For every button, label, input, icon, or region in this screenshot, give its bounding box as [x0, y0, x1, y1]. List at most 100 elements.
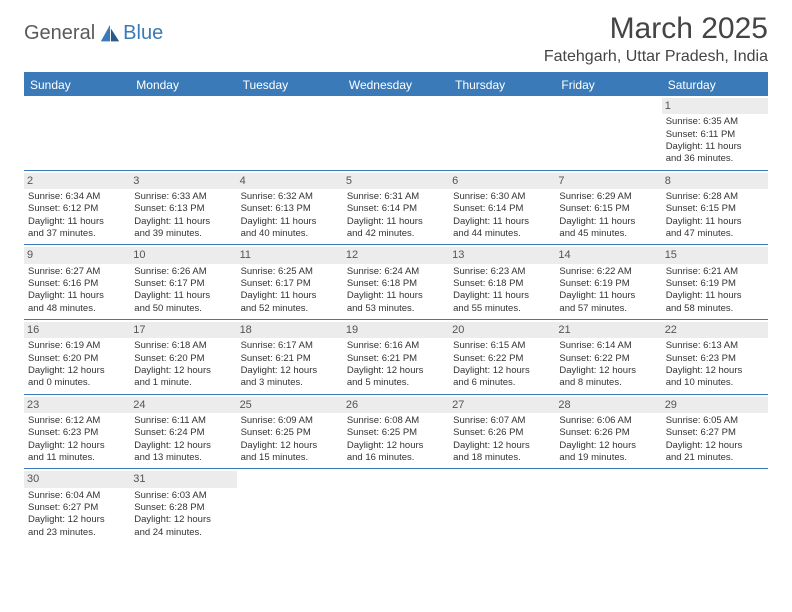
calendar-cell: 4Sunrise: 6:32 AMSunset: 6:13 PMDaylight…: [237, 170, 343, 245]
sunrise-text: Sunrise: 6:24 AM: [347, 266, 445, 278]
daylight-text: Daylight: 11 hours: [28, 290, 126, 302]
day-number: 5: [343, 173, 449, 189]
calendar-cell: 6Sunrise: 6:30 AMSunset: 6:14 PMDaylight…: [449, 170, 555, 245]
sunrise-text: Sunrise: 6:33 AM: [134, 191, 232, 203]
day-number: 11: [237, 247, 343, 263]
sunset-text: Sunset: 6:17 PM: [241, 278, 339, 290]
weekday-header-row: Sunday Monday Tuesday Wednesday Thursday…: [24, 74, 768, 96]
calendar-cell: 29Sunrise: 6:05 AMSunset: 6:27 PMDayligh…: [662, 394, 768, 469]
daylight-text: and 45 minutes.: [559, 228, 657, 240]
daylight-text: Daylight: 12 hours: [559, 365, 657, 377]
daylight-text: and 5 minutes.: [347, 377, 445, 389]
weekday-header: Thursday: [449, 74, 555, 96]
sunset-text: Sunset: 6:18 PM: [453, 278, 551, 290]
daylight-text: and 16 minutes.: [347, 452, 445, 464]
sunset-text: Sunset: 6:27 PM: [28, 502, 126, 514]
sunset-text: Sunset: 6:21 PM: [241, 353, 339, 365]
sunset-text: Sunset: 6:25 PM: [241, 427, 339, 439]
daylight-text: Daylight: 11 hours: [453, 290, 551, 302]
sunrise-text: Sunrise: 6:34 AM: [28, 191, 126, 203]
daylight-text: and 39 minutes.: [134, 228, 232, 240]
sunrise-text: Sunrise: 6:08 AM: [347, 415, 445, 427]
daylight-text: and 8 minutes.: [559, 377, 657, 389]
daylight-text: Daylight: 12 hours: [241, 440, 339, 452]
sunrise-text: Sunrise: 6:09 AM: [241, 415, 339, 427]
daylight-text: Daylight: 11 hours: [666, 141, 764, 153]
sunset-text: Sunset: 6:19 PM: [666, 278, 764, 290]
calendar-cell: [449, 96, 555, 170]
logo-text-blue: Blue: [123, 22, 163, 45]
calendar-cell: 28Sunrise: 6:06 AMSunset: 6:26 PMDayligh…: [555, 394, 661, 469]
sunrise-text: Sunrise: 6:06 AM: [559, 415, 657, 427]
sunrise-text: Sunrise: 6:18 AM: [134, 340, 232, 352]
weekday-header: Saturday: [662, 74, 768, 96]
sunset-text: Sunset: 6:13 PM: [241, 203, 339, 215]
day-number: 7: [555, 173, 661, 189]
calendar-cell: [237, 469, 343, 543]
daylight-text: Daylight: 12 hours: [453, 440, 551, 452]
daylight-text: and 36 minutes.: [666, 153, 764, 165]
calendar-cell: 10 Sunrise: 6:26 AMSunset: 6:17 PMDayligh…: [130, 245, 236, 320]
calendar-cell: [343, 96, 449, 170]
day-number: 20: [449, 322, 555, 338]
daylight-text: Daylight: 11 hours: [347, 290, 445, 302]
calendar-row: 16Sunrise: 6:19 AMSunset: 6:20 PMDayligh…: [24, 320, 768, 395]
calendar-cell: 24Sunrise: 6:11 AMSunset: 6:24 PMDayligh…: [130, 394, 236, 469]
day-number: 15: [662, 247, 768, 263]
header: General Blue March 2025 Fatehgarh, Uttar…: [24, 12, 768, 66]
logo: General Blue: [24, 22, 163, 45]
sunset-text: Sunset: 6:16 PM: [28, 278, 126, 290]
sunrise-text: Sunrise: 6:11 AM: [134, 415, 232, 427]
sunrise-text: Sunrise: 6:32 AM: [241, 191, 339, 203]
sunrise-text: Sunrise: 6:25 AM: [241, 266, 339, 278]
daylight-text: and 3 minutes.: [241, 377, 339, 389]
daylight-text: and 18 minutes.: [453, 452, 551, 464]
calendar-cell: [130, 96, 236, 170]
calendar-cell: 15Sunrise: 6:21 AMSunset: 6:19 PMDayligh…: [662, 245, 768, 320]
sunrise-text: Sunrise: 6:26 AM: [134, 266, 232, 278]
sunset-text: Sunset: 6:15 PM: [666, 203, 764, 215]
day-number: 30: [24, 471, 130, 487]
daylight-text: Daylight: 11 hours: [241, 290, 339, 302]
calendar-cell: 11 Sunrise: 6:25 AMSunset: 6:17 PMDayligh…: [237, 245, 343, 320]
sunrise-text: Sunrise: 6:21 AM: [666, 266, 764, 278]
daylight-text: and 0 minutes.: [28, 377, 126, 389]
daylight-text: Daylight: 12 hours: [134, 514, 232, 526]
day-number: 2: [24, 173, 130, 189]
sunset-text: Sunset: 6:25 PM: [347, 427, 445, 439]
day-number: 9: [24, 247, 130, 263]
calendar-cell: 25Sunrise: 6:09 AMSunset: 6:25 PMDayligh…: [237, 394, 343, 469]
daylight-text: Daylight: 12 hours: [347, 365, 445, 377]
sunset-text: Sunset: 6:28 PM: [134, 502, 232, 514]
daylight-text: Daylight: 11 hours: [134, 216, 232, 228]
daylight-text: and 1 minute.: [134, 377, 232, 389]
daylight-text: and 58 minutes.: [666, 303, 764, 315]
daylight-text: Daylight: 12 hours: [241, 365, 339, 377]
weekday-header: Monday: [130, 74, 236, 96]
daylight-text: Daylight: 11 hours: [134, 290, 232, 302]
sunrise-text: Sunrise: 6:22 AM: [559, 266, 657, 278]
daylight-text: Daylight: 11 hours: [28, 216, 126, 228]
sunset-text: Sunset: 6:17 PM: [134, 278, 232, 290]
calendar-row: 30Sunrise: 6:04 AMSunset: 6:27 PMDayligh…: [24, 469, 768, 543]
daylight-text: and 55 minutes.: [453, 303, 551, 315]
location: Fatehgarh, Uttar Pradesh, India: [544, 48, 768, 66]
title-block: March 2025 Fatehgarh, Uttar Pradesh, Ind…: [544, 12, 768, 66]
daylight-text: and 47 minutes.: [666, 228, 764, 240]
sunrise-text: Sunrise: 6:28 AM: [666, 191, 764, 203]
day-number: 10: [130, 247, 236, 263]
calendar-cell: [343, 469, 449, 543]
day-number: 12: [343, 247, 449, 263]
sunrise-text: Sunrise: 6:13 AM: [666, 340, 764, 352]
daylight-text: and 37 minutes.: [28, 228, 126, 240]
daylight-text: Daylight: 12 hours: [28, 514, 126, 526]
day-number: 29: [662, 397, 768, 413]
calendar-cell: 26Sunrise: 6:08 AMSunset: 6:25 PMDayligh…: [343, 394, 449, 469]
day-number: 6: [449, 173, 555, 189]
calendar-row: 2Sunrise: 6:34 AMSunset: 6:12 PMDaylight…: [24, 170, 768, 245]
sunset-text: Sunset: 6:21 PM: [347, 353, 445, 365]
day-number: 14: [555, 247, 661, 263]
calendar-body: 1Sunrise: 6:35 AMSunset: 6:11 PMDaylight…: [24, 96, 768, 543]
daylight-text: and 40 minutes.: [241, 228, 339, 240]
sunset-text: Sunset: 6:27 PM: [666, 427, 764, 439]
